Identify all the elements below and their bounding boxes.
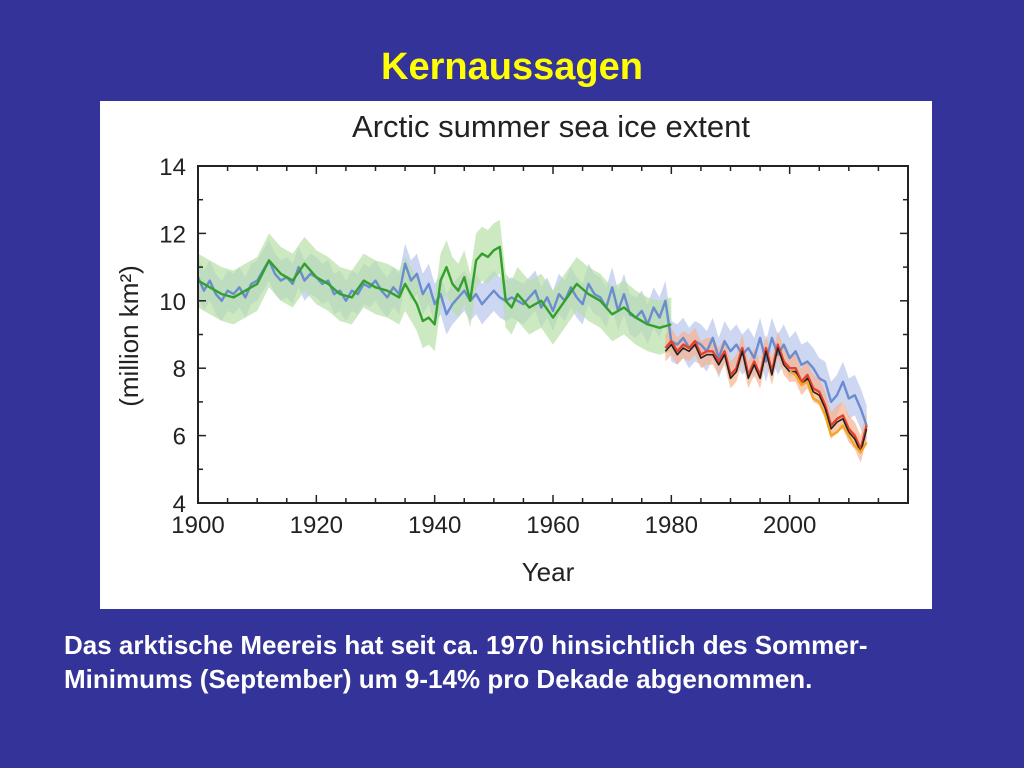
series-line-orange (789, 370, 868, 454)
series-line-green (197, 245, 672, 330)
x-tick-label: 1920 (290, 512, 343, 539)
y-tick-label: 8 (173, 356, 186, 383)
y-tick-label: 6 (173, 424, 186, 451)
y-tick-label: 12 (159, 221, 186, 248)
x-tick-label: 1940 (408, 512, 461, 539)
slide-title: Kernaussagen (381, 46, 643, 88)
series-lines (196, 245, 868, 454)
chart-title: Arctic summer sea ice extent (352, 109, 750, 144)
uncertainty-bands (198, 219, 867, 463)
x-tick-label: 2000 (763, 512, 816, 539)
axes: 1900 1920 1940 1960 1980 2000 4 6 8 10 12 14 (159, 154, 909, 539)
uncertainty-band-red (665, 327, 867, 463)
x-tick-label: 1900 (171, 512, 224, 539)
series-line-red (664, 339, 868, 451)
x-axis-label: Year (522, 557, 575, 587)
y-axis-label: (million km²) (114, 265, 144, 407)
y-tick-label: 10 (159, 289, 186, 316)
x-tick-label: 1980 (645, 512, 698, 539)
y-tick-label: 4 (173, 491, 186, 518)
x-tick-label: 1960 (526, 512, 579, 539)
chart-figure: Arctic summer sea ice extent 1900 1920 194… (100, 101, 932, 609)
series-line-black (664, 343, 868, 454)
series-line-blue (196, 259, 868, 426)
slide-caption: Das arktische Meereis hat seit ca. 1970 … (64, 630, 868, 694)
sea-ice-chart: Arctic summer sea ice extent 1900 1920 194… (114, 109, 909, 587)
y-tick-label: 14 (159, 154, 186, 181)
uncertainty-band-green (198, 219, 672, 355)
